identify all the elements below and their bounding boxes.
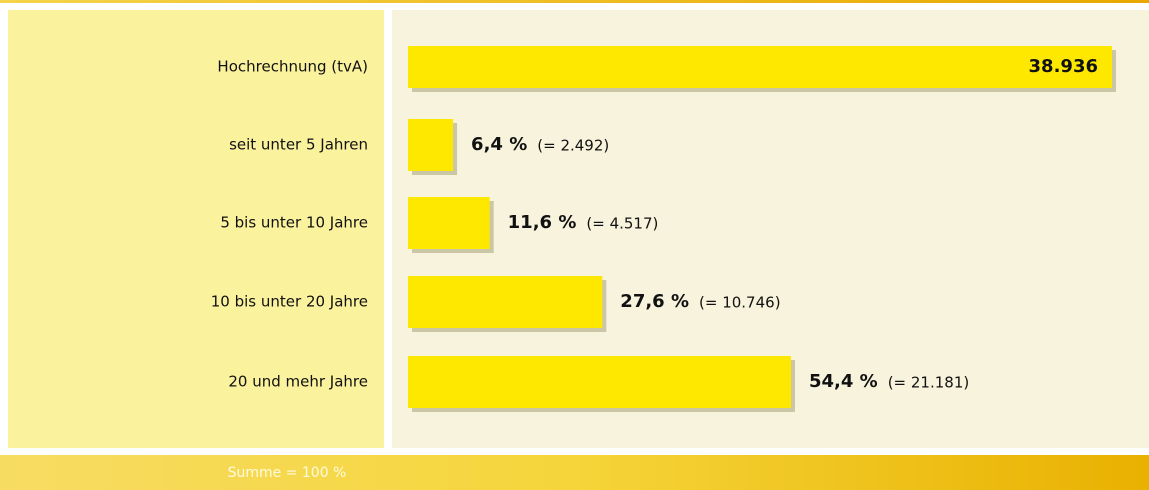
category-label: 20 und mehr Jahre: [228, 373, 368, 391]
category-label: Hochrechnung (tvA): [217, 58, 368, 76]
annotation: Summe = 100 %: [228, 465, 347, 481]
bar: [408, 276, 603, 328]
category-label: seit unter 5 Jahren: [229, 136, 368, 154]
value-label: (= 2.492): [537, 137, 609, 155]
bar: [408, 119, 454, 171]
bar: [408, 197, 490, 249]
value-label: 38.936: [1029, 56, 1098, 77]
category-label: 5 bis unter 10 Jahre: [220, 214, 368, 232]
value-label: (= 10.746): [699, 294, 781, 312]
value-label: (= 21.181): [888, 374, 970, 392]
label-panel: [8, 10, 384, 448]
footer-bar: [0, 455, 1149, 490]
bar: [408, 46, 1112, 88]
top-line: [0, 0, 1149, 3]
percent-label: 6,4 %: [471, 134, 527, 155]
category-label: 10 bis unter 20 Jahre: [211, 293, 368, 311]
percent-label: 54,4 %: [809, 371, 878, 392]
value-label: (= 4.517): [586, 215, 658, 233]
bar: [408, 356, 791, 408]
percent-label: 11,6 %: [508, 212, 577, 233]
percent-label: 27,6 %: [620, 291, 689, 312]
